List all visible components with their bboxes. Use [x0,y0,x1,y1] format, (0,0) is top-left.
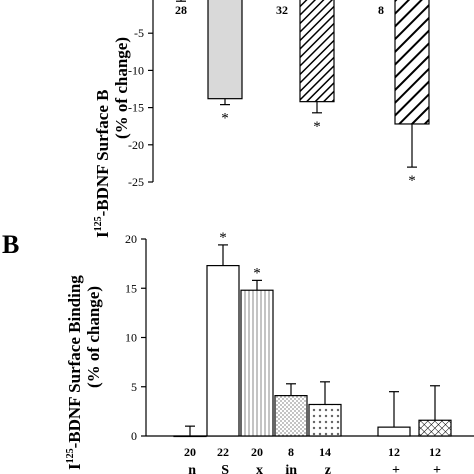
panel-b-n-label: 12 [388,445,400,459]
panel-a-n-label: 32 [276,3,288,17]
panel-b-n-label: 22 [217,445,229,459]
panel-b-ytick-label: 5 [131,380,137,394]
panel-a-axis: 0 -5 -10 -15 -20 -25 [128,0,154,189]
panel-a-significance: * [221,111,229,127]
panel-b-bar [377,426,411,437]
panel-b-ytick-label: 20 [125,232,137,246]
panel-b-category-label: z [325,463,331,474]
panel-a-n-label: 28 [175,3,187,17]
panel-b-bar [173,435,207,438]
panel-b-bar [274,395,308,437]
panel-b-letter: B [2,230,19,259]
panel-b-n-label: 20 [251,445,263,459]
panel-b-significance: * [253,265,261,281]
panel-b-bars: 20 n * 22 S * 20 x 8 in 14 z 12 +12 + [173,230,452,474]
panel-b-category-label: in [285,463,297,474]
panel-a-ytick-label: -25 [128,175,144,189]
panel-b-n-label: 14 [319,445,331,459]
panel-a-bar [299,0,335,103]
panel-b-ylabel: I125-BDNF Surface Binding [65,275,84,470]
panel-b-category-label: + [433,463,441,474]
panel-b-bar [418,419,452,437]
panel-b-ytick-label: 10 [125,331,137,345]
panel-a-ytick-label: -20 [128,138,144,152]
panel-a-bars: * * * 28 32 8 [175,0,430,189]
panel-b-significance: * [219,230,227,246]
panel-a-bar [394,0,430,125]
panel-b-bar [206,264,240,437]
panel-b-category-label: + [392,463,400,474]
panel-a-ylabel: I125-BDNF Surface B [93,90,112,238]
panel-b-ytick-label: 15 [125,281,137,295]
panel-a-ylabel-line2: (% of change) [112,37,131,139]
panel-a: I125-BDNF Surface B (% of change) 0 -5 -10… [93,0,430,238]
panel-a-ytick-label: -5 [134,26,144,40]
panel-b-ytick-label: 0 [131,429,137,443]
panel-b-n-label: 20 [184,445,196,459]
panel-a-ytick-label: 0 [138,0,144,3]
panel-a-significance: * [408,173,416,189]
panel-b-n-label: 12 [429,445,441,459]
panel-a-significance: * [313,119,321,135]
panel-b-category-label: S [221,463,229,474]
panel-b-category-label: n [188,463,196,474]
panel-b: B I125-BDNF Surface Binding (% of change… [2,230,474,474]
panel-b-ylabel-line2: (% of change) [84,286,103,388]
panel-a-n-label: 8 [378,3,384,17]
panel-a-ytick-label: -10 [128,63,144,77]
panel-b-bar [308,403,342,437]
panel-a-ytick-label: -15 [128,101,144,115]
panel-b-n-label: 8 [288,445,294,459]
panel-a-bar [207,0,243,100]
panel-b-category-label: x [256,463,263,474]
panel-b-bar [240,289,274,437]
